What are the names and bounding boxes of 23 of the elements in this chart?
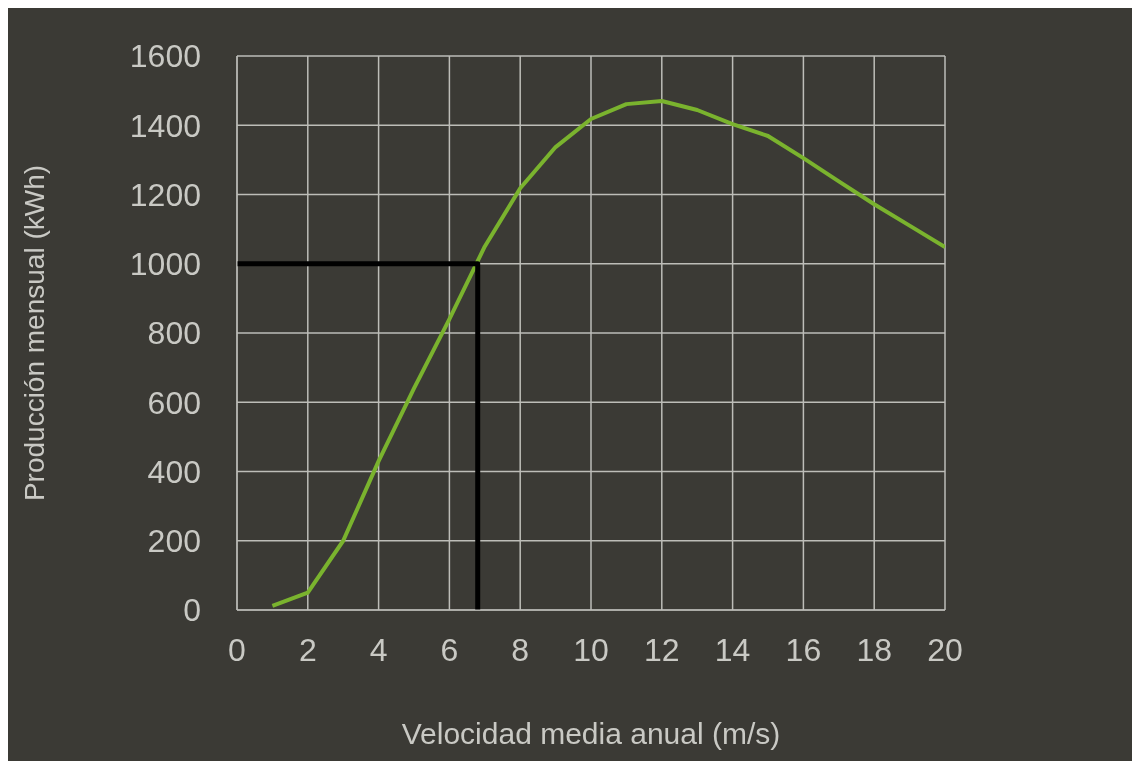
x-tick-label: 18 — [856, 631, 892, 668]
x-axis-title: Velocidad media anual (m/s) — [401, 717, 781, 750]
x-tick-label: 20 — [927, 631, 963, 668]
x-tick-label: 8 — [511, 631, 530, 668]
y-tick-label: 1000 — [129, 246, 201, 283]
y-tick-label: 1600 — [129, 38, 201, 75]
y-tick-label: 1200 — [129, 176, 201, 213]
y-axis-title: Producción mensual (kWh) — [18, 164, 50, 502]
x-tick-label: 4 — [369, 631, 388, 668]
y-tick-label: 400 — [147, 453, 201, 490]
x-tick-label: 6 — [440, 631, 459, 668]
x-tick-label: 12 — [644, 631, 680, 668]
y-tick-label: 1400 — [129, 107, 201, 144]
y-tick-label: 600 — [147, 384, 201, 421]
x-tick-label: 2 — [298, 631, 317, 668]
x-tick-label: 14 — [714, 631, 751, 668]
x-tick-label: 0 — [228, 631, 246, 668]
x-tick-label: 16 — [785, 631, 822, 668]
y-tick-label: 200 — [147, 523, 201, 560]
y-tick-label: 800 — [147, 315, 201, 352]
x-tick-label: 10 — [573, 631, 609, 668]
y-tick-label: 0 — [183, 592, 201, 629]
line-series — [270, 99, 945, 608]
